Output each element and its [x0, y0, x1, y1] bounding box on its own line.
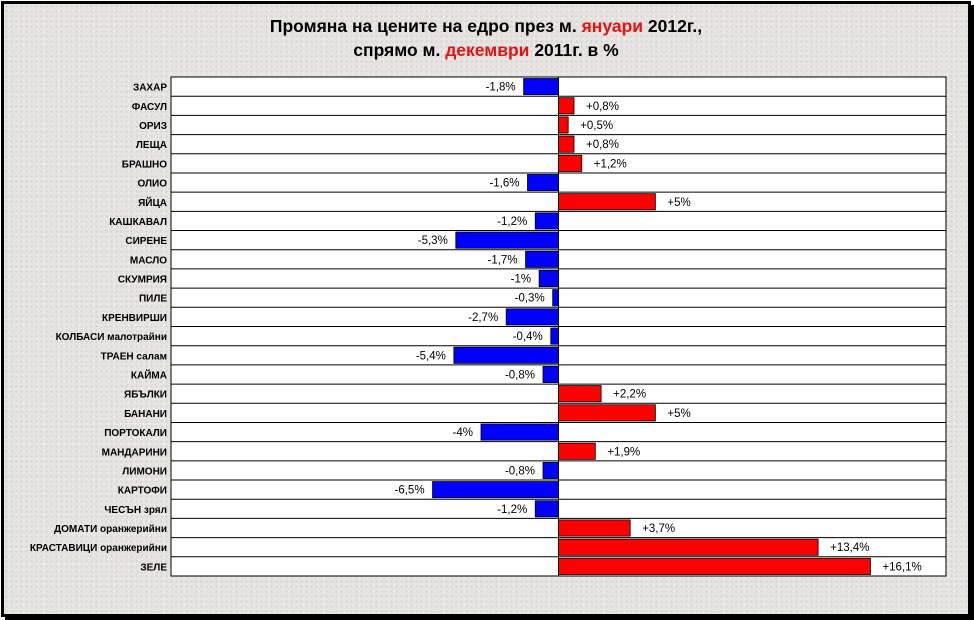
title-month-january: януари — [581, 16, 644, 36]
bar — [432, 481, 559, 499]
category-label: ТРАЕН салам — [101, 351, 167, 362]
bar — [525, 250, 559, 268]
value-label: -2,7% — [468, 312, 498, 324]
category-label: МАСЛО — [130, 255, 167, 266]
chart-title: Промяна на цените на едро през м. януари… — [4, 14, 968, 62]
title-line1-suffix: 2012г., — [643, 16, 703, 36]
value-label: -1,8% — [486, 82, 516, 94]
bar — [558, 538, 819, 556]
title-line2-prefix: спрямо м. — [353, 40, 446, 60]
category-label: КАЙМА — [131, 368, 167, 381]
category-label: КРАСТАВИЦИ оранжерийни — [30, 543, 167, 554]
bar — [523, 78, 559, 96]
title-month-december: декември — [445, 40, 530, 60]
category-label: СИРЕНЕ — [125, 236, 167, 247]
category-label: ПИЛЕ — [139, 294, 167, 305]
category-label: ЯЙЦА — [138, 196, 167, 209]
value-label: -6,5% — [395, 485, 425, 497]
category-label: КАРТОФИ — [118, 486, 167, 497]
category-label: ЧЕСЪН зрял — [104, 505, 167, 516]
bar — [542, 461, 559, 479]
value-label: -1,2% — [497, 504, 527, 516]
bar — [558, 519, 631, 537]
value-label: +2,2% — [613, 389, 646, 401]
category-label: ЛИМОНИ — [122, 466, 167, 477]
bar — [455, 231, 559, 249]
bar — [505, 308, 559, 326]
value-label: -0,4% — [513, 331, 543, 343]
value-label: -5,4% — [416, 350, 446, 362]
bar — [453, 346, 559, 364]
bar — [527, 174, 559, 192]
value-label: +1,9% — [607, 446, 640, 458]
bar — [558, 404, 656, 422]
value-label: +5% — [667, 408, 690, 420]
category-label: ЛЕЩА — [136, 140, 167, 151]
category-label: ПОРТОКАЛИ — [104, 428, 167, 439]
bar — [558, 116, 569, 134]
bar — [480, 423, 559, 441]
value-label: -1,7% — [488, 254, 518, 266]
bar — [550, 327, 559, 345]
category-label: ЗАХАР — [133, 83, 167, 94]
category-label: ЯБЪЛКИ — [124, 390, 167, 401]
category-label: БРАШНО — [122, 159, 167, 170]
bar — [538, 270, 559, 288]
bar — [558, 193, 656, 211]
category-labels: ЗАХАР ФАСУЛ ОРИЗ ЛЕЩА БРАШНО ОЛИО ЯЙЦА КАШКАВАЛ… — [30, 83, 167, 574]
value-label: +5% — [667, 197, 690, 209]
category-label: ФАСУЛ — [132, 102, 167, 113]
category-label: ДОМАТИ оранжерийни — [54, 524, 167, 535]
value-label: +16,1% — [882, 561, 921, 573]
value-label: +0,5% — [580, 120, 613, 132]
bars — [432, 78, 871, 575]
category-label: ЗЕЛЕ — [140, 562, 167, 573]
value-label: -1,2% — [497, 216, 527, 228]
category-label: КАШКАВАЛ — [109, 217, 167, 228]
value-label: -5,3% — [418, 235, 448, 247]
value-label: -1,6% — [489, 178, 519, 190]
category-label: БАНАНИ — [124, 409, 167, 420]
value-label: +3,7% — [642, 523, 675, 535]
value-label: -0,3% — [515, 293, 545, 305]
bar-chart: ЗАХАР ФАСУЛ ОРИЗ ЛЕЩА БРАШНО ОЛИО ЯЙЦА КАШКАВАЛ… — [30, 76, 947, 577]
bar — [558, 154, 583, 172]
bar — [558, 442, 596, 460]
value-labels: -1,8% +0,8% +0,5% +0,8% +1,2% -1,6% +5% -1,2% -5… — [395, 82, 922, 574]
bar — [534, 500, 559, 518]
value-label: -1% — [511, 274, 531, 286]
title-line2-suffix: 2011г. в % — [529, 40, 619, 60]
bar — [542, 365, 559, 383]
value-label: -0,8% — [505, 369, 535, 381]
bar — [558, 97, 575, 115]
category-label: КРЕНВИРШИ — [102, 313, 167, 324]
bar — [558, 557, 871, 575]
value-label: +13,4% — [830, 542, 869, 554]
category-label: ОРИЗ — [139, 121, 167, 132]
category-label: МАНДАРИНИ — [102, 447, 167, 458]
value-label: +0,8% — [586, 101, 619, 113]
bar — [534, 212, 559, 230]
category-label: СКУМРИЯ — [118, 275, 167, 286]
bar — [558, 135, 575, 153]
title-line-2: спрямо м. декември 2011г. в % — [4, 38, 968, 62]
value-label: -4% — [453, 427, 473, 439]
category-label: КОЛБАСИ малотрайни — [56, 332, 167, 343]
category-label: ОЛИО — [137, 179, 167, 190]
value-label: -0,8% — [505, 465, 535, 477]
bar — [552, 289, 559, 307]
value-label: +1,2% — [594, 158, 627, 170]
bar — [558, 385, 602, 403]
value-label: +0,8% — [586, 139, 619, 151]
title-line1-prefix: Промяна на цените на едро през м. — [269, 16, 582, 36]
title-line-1: Промяна на цените на едро през м. януари… — [4, 14, 968, 38]
